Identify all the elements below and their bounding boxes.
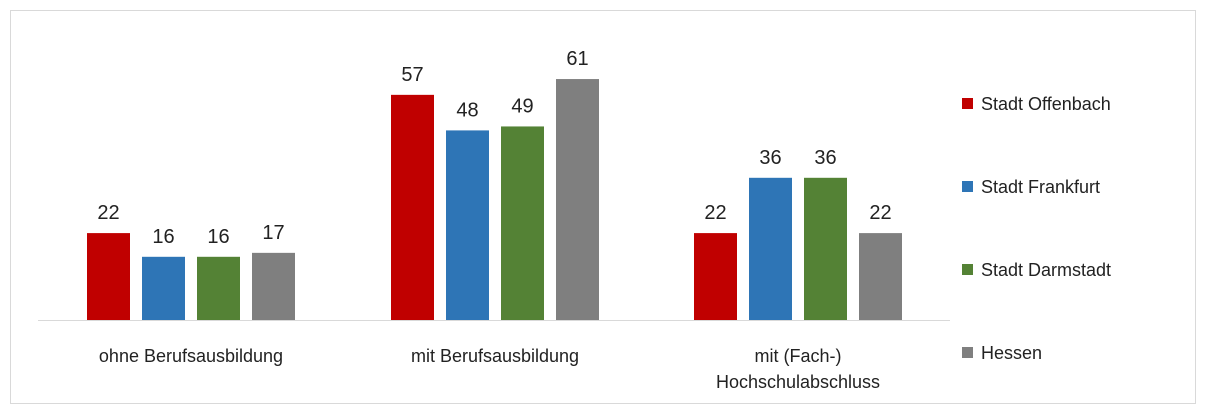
- x-tick-label: ohne Berufsausbildung: [98, 346, 284, 366]
- bar: [142, 256, 185, 320]
- bar: [252, 252, 295, 320]
- legend-swatch: [962, 347, 973, 358]
- data-label: 16: [152, 226, 174, 248]
- bar: [556, 79, 599, 320]
- bar: [197, 256, 240, 320]
- legend-swatch: [962, 98, 973, 109]
- bar: [501, 126, 544, 320]
- legend-label: Stadt Darmstadt: [981, 260, 1111, 280]
- data-label: 61: [566, 48, 588, 70]
- data-label: 36: [759, 147, 781, 169]
- x-tick-label: mit (Fach-) Hochschulabschluss: [715, 346, 881, 392]
- bar: [804, 177, 847, 320]
- legend-label: Stadt Frankfurt: [981, 177, 1100, 197]
- data-label: 49: [511, 95, 533, 117]
- data-label: 22: [97, 202, 119, 224]
- data-label: 22: [704, 202, 726, 224]
- chart-border: [10, 10, 1196, 404]
- bar: [749, 177, 792, 320]
- bar: [446, 130, 489, 320]
- data-label: 48: [456, 99, 478, 121]
- bar: [859, 233, 902, 320]
- data-label: 17: [262, 222, 284, 244]
- legend-swatch: [962, 264, 973, 275]
- legend-swatch: [962, 181, 973, 192]
- data-label: 16: [207, 226, 229, 248]
- data-label: 22: [869, 202, 891, 224]
- legend-label: Stadt Offenbach: [981, 94, 1111, 114]
- bar: [391, 94, 434, 320]
- legend-label: Hessen: [981, 343, 1042, 363]
- x-tick-label: mit Berufsausbildung: [410, 346, 580, 366]
- data-label: 57: [401, 64, 423, 86]
- bar: [694, 233, 737, 320]
- data-label: 36: [814, 147, 836, 169]
- bar: [87, 233, 130, 320]
